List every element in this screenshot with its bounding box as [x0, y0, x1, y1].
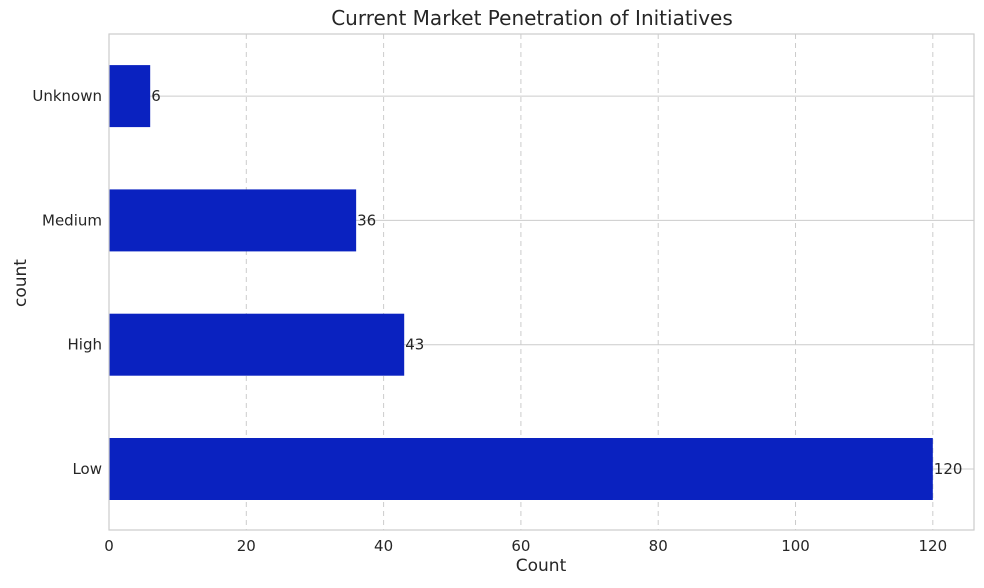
x-tick-label: 120	[918, 537, 947, 555]
x-tick-label: 0	[104, 537, 114, 555]
x-tick-label: 20	[237, 537, 256, 555]
y-axis-label: count	[11, 259, 31, 307]
chart-title: Current Market Penetration of Initiative…	[331, 6, 733, 30]
x-tick-label: 60	[511, 537, 530, 555]
y-tick-label: Medium	[42, 211, 102, 229]
y-tick-labels: Low High Medium Unknown	[32, 87, 102, 478]
data-labels: 120 43 36 6	[151, 87, 962, 478]
y-tick-label: Unknown	[32, 87, 102, 105]
x-tick-labels: 0 20 40 60 80 100 120	[104, 537, 947, 555]
x-tick-label: 40	[374, 537, 393, 555]
bar-medium	[109, 189, 357, 252]
data-label: 6	[151, 87, 161, 105]
y-tick-label: Low	[72, 460, 102, 478]
plot-border	[108, 33, 975, 531]
bar-low	[109, 438, 933, 500]
data-label: 120	[934, 460, 963, 478]
bars	[109, 65, 933, 500]
y-tick-label: High	[68, 336, 102, 354]
data-label: 43	[405, 336, 424, 354]
x-tick-label: 80	[649, 537, 668, 555]
x-tick-label: 100	[781, 537, 810, 555]
x-axis-label: Count	[516, 556, 567, 576]
bar-unknown	[109, 65, 151, 128]
data-label: 36	[357, 211, 376, 229]
plot-frame	[108, 33, 975, 531]
bar-high	[109, 313, 405, 376]
